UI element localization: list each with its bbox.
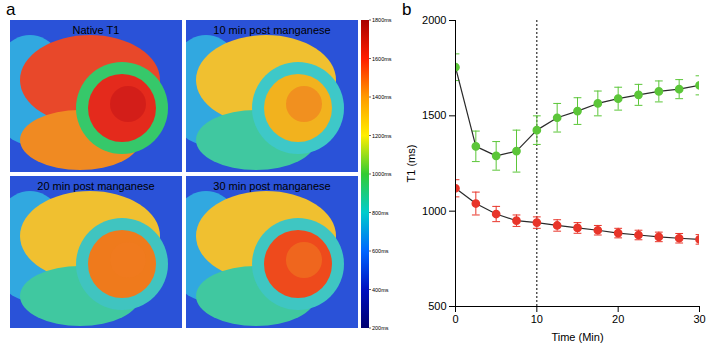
html-text:a: a — [6, 0, 16, 19]
svg-text:10: 10 — [531, 313, 543, 325]
svg-text:1000ms: 1000ms — [372, 171, 392, 177]
svg-text:Time (Min): Time (Min) — [551, 331, 603, 343]
svg-text:20 min post manganese: 20 min post manganese — [37, 180, 154, 192]
svg-text:800ms: 800ms — [372, 210, 389, 216]
svg-text:1400ms: 1400ms — [372, 94, 392, 100]
svg-text:2000: 2000 — [422, 14, 446, 26]
svg-text:200ms: 200ms — [372, 325, 389, 331]
svg-text:0: 0 — [452, 313, 458, 325]
svg-text:400ms: 400ms — [372, 287, 389, 293]
svg-text:30 min post manganese: 30 min post manganese — [213, 180, 330, 192]
svg-text:Native T1: Native T1 — [73, 24, 120, 36]
html-text:b: b — [402, 0, 412, 19]
svg-text:500: 500 — [428, 300, 446, 312]
svg-text:20: 20 — [612, 313, 624, 325]
svg-text:1200ms: 1200ms — [372, 133, 392, 139]
svg-text:1600ms: 1600ms — [372, 56, 392, 62]
svg-text:30: 30 — [693, 313, 705, 325]
svg-text:1000: 1000 — [422, 205, 446, 217]
svg-text:1800ms: 1800ms — [372, 17, 392, 23]
svg-text:10 min post manganese: 10 min post manganese — [213, 24, 330, 36]
svg-text:1500: 1500 — [422, 109, 446, 121]
svg-text:T1 (ms): T1 (ms) — [405, 145, 417, 183]
svg-text:600ms: 600ms — [372, 248, 389, 254]
